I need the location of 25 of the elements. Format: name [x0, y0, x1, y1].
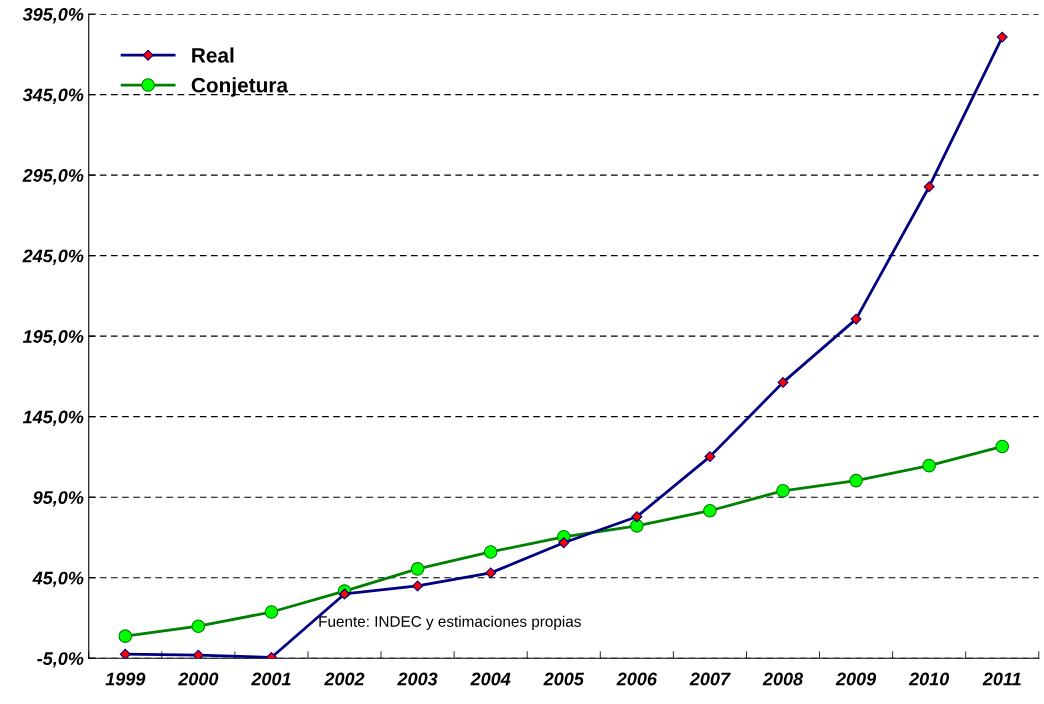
x-tick-label: 1999: [105, 672, 146, 686]
x-tick-label: 2011: [982, 672, 1021, 686]
x-tick-label: 2009: [835, 672, 877, 686]
x-tick-label: 2001: [251, 672, 291, 686]
x-tick-label: 2002: [324, 672, 365, 686]
annotation: Fuente: INDEC y estimaciones propias: [319, 615, 581, 630]
y-tick-label: 145,0%: [22, 410, 84, 427]
y-tick-label: 195,0%: [22, 330, 84, 346]
y-tick-label: 245,0%: [22, 249, 84, 265]
x-tick-label: 2004: [470, 672, 511, 686]
x-tick-label: 2007: [689, 672, 731, 686]
y-tick-label: 295,0%: [22, 169, 84, 185]
x-tick-label: 2010: [908, 672, 950, 686]
legend-label: Conjetura: [191, 77, 289, 97]
x-tick-label: 2006: [616, 672, 658, 686]
y-tick-label: 45,0%: [32, 571, 84, 588]
x-tick-label: 2008: [762, 672, 804, 686]
y-tick-label: 345,0%: [22, 88, 84, 104]
x-tick-label: 2000: [178, 672, 219, 686]
x-tick-label: 2003: [397, 672, 438, 686]
y-tick-label: 395,0%: [22, 8, 84, 24]
x-tick-label: 2005: [543, 672, 585, 686]
legend-label: Real: [192, 47, 234, 63]
y-tick-label: 95,0%: [33, 491, 84, 507]
y-tick-label: -5,0%: [37, 652, 84, 668]
